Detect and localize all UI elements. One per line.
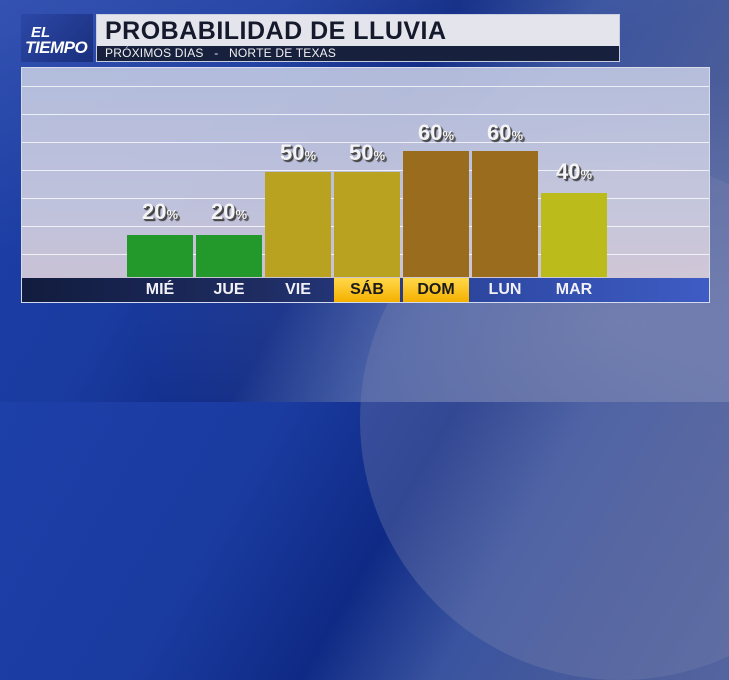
bar-label-lun: 60%	[486, 120, 524, 145]
gridline	[22, 142, 709, 143]
gridline	[22, 170, 709, 171]
day-label-lun: LUN	[488, 281, 522, 298]
bar-label-vie: 50%	[279, 140, 317, 165]
chart-panel: 20% 20% 50% 50% 60% 60% 40% MIÉ JUE VIE …	[21, 67, 710, 303]
day-label-sab: SÁB	[334, 278, 400, 302]
bar-label-mie: 20%	[141, 199, 179, 224]
title-banner: PROBABILIDAD DE LLUVIA PRÓXIMOS DIAS - N…	[96, 14, 620, 62]
bar-dom	[403, 151, 469, 277]
day-label-dom: DOM	[403, 278, 469, 302]
chart-title: PROBABILIDAD DE LLUVIA	[105, 17, 447, 45]
day-label-mie: MIÉ	[145, 281, 175, 298]
bar-label-jue: 20%	[210, 199, 248, 224]
gridline	[22, 86, 709, 87]
bar-mar	[541, 193, 607, 277]
day-label-jue: JUE	[213, 281, 245, 298]
logo-line-2: TIEMPO	[25, 38, 88, 57]
bar-mie	[127, 235, 193, 277]
bar-label-sab: 50%	[348, 140, 386, 165]
bar-vie	[265, 172, 331, 277]
day-axis-bar: MIÉ JUE VIE SÁB DOM LUN MAR	[22, 278, 709, 302]
bar-lun	[472, 151, 538, 277]
logo-line-1: EL	[31, 24, 51, 41]
bar-jue	[196, 235, 262, 277]
day-label-vie: VIE	[285, 281, 311, 298]
bar-label-mar: 40%	[555, 159, 593, 184]
chart-subtitle: PRÓXIMOS DIAS - NORTE DE TEXAS	[97, 46, 619, 61]
gridline	[22, 114, 709, 115]
el-tiempo-logo: EL TIEMPO	[21, 14, 93, 62]
day-label-mar: MAR	[555, 281, 593, 298]
bar-label-dom: 60%	[417, 120, 455, 145]
bar-sab	[334, 172, 400, 277]
